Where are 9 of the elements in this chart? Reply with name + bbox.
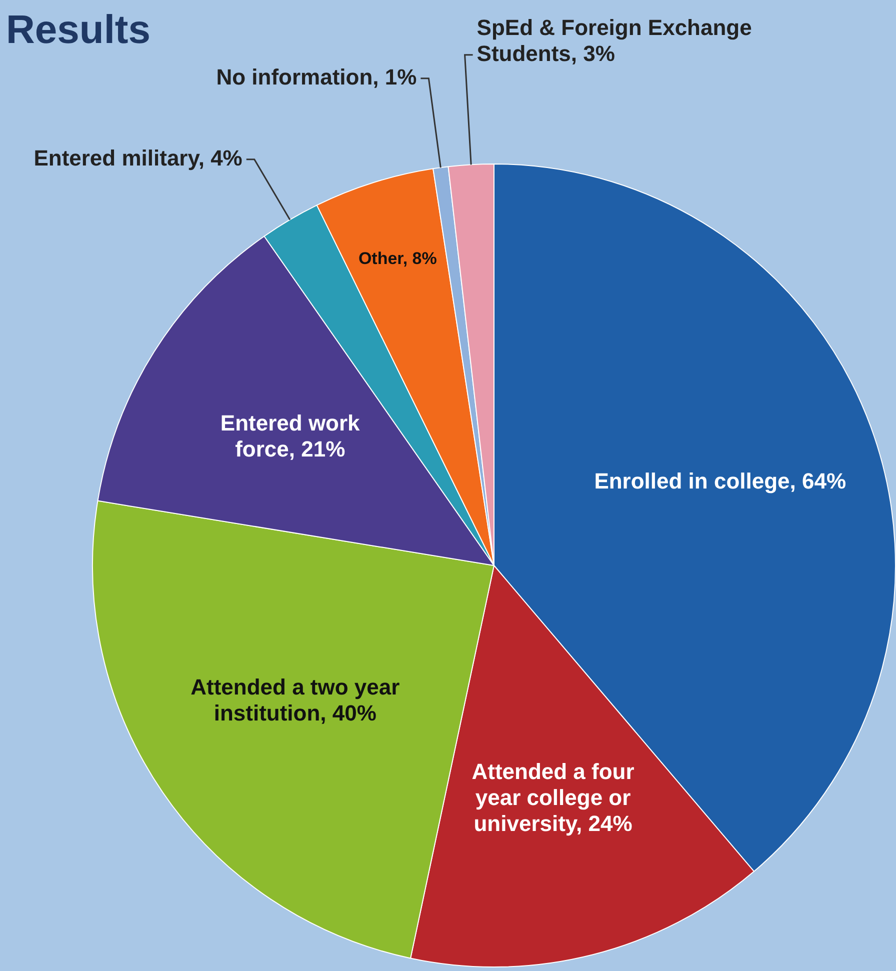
- slice-label: Attended a four year college or university, 24%: [472, 759, 635, 836]
- slice-label: SpEd & Foreign Exchange Students, 3%: [476, 14, 752, 66]
- slice-label: No information, 1%: [216, 64, 417, 90]
- slice-label: Attended a two year institution, 40%: [190, 674, 400, 726]
- slice-label: Enrolled in college, 64%: [594, 468, 846, 494]
- slice-label: Entered work force, 21%: [220, 410, 361, 462]
- slice-label: Other, 8%: [358, 248, 437, 268]
- slice-label: Entered military, 4%: [34, 145, 242, 170]
- chart-title: Results: [6, 8, 150, 53]
